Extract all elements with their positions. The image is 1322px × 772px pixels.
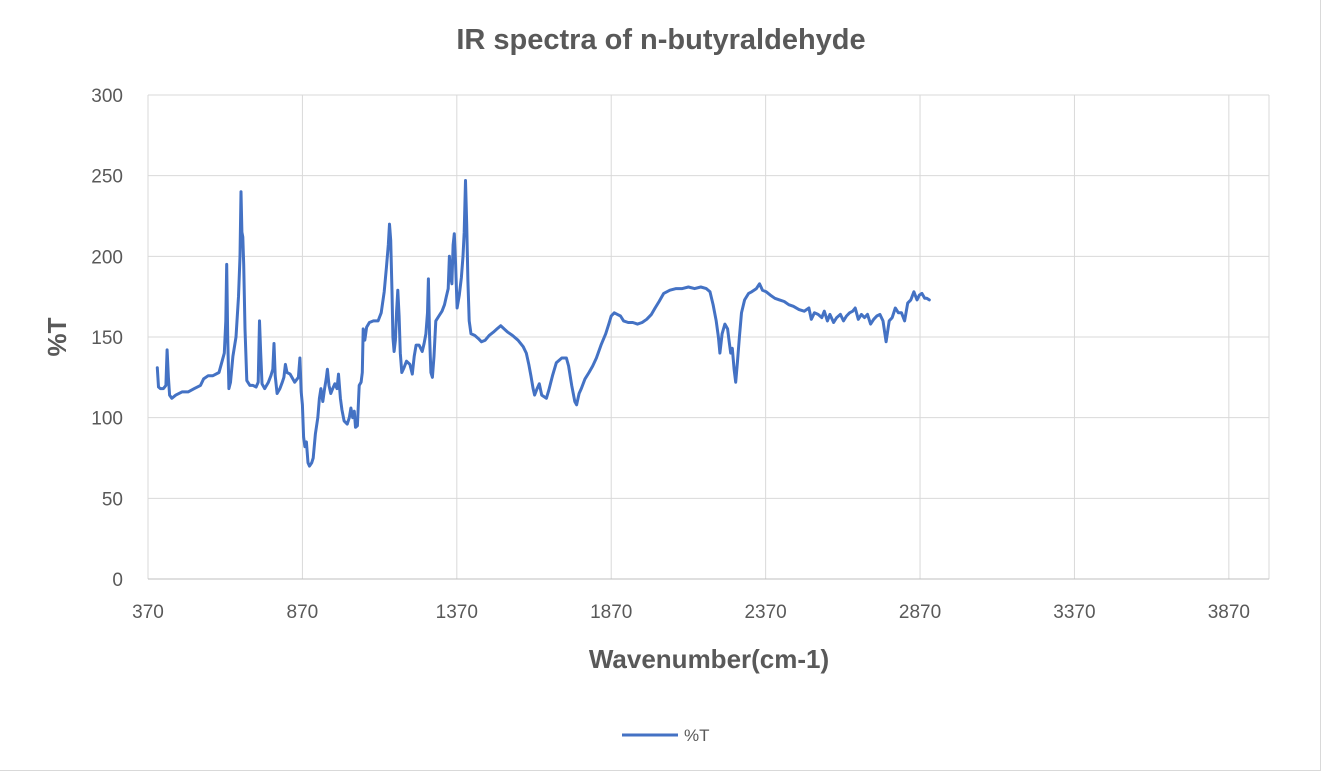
y-tick-label: 100 <box>91 409 123 430</box>
series-line-%T <box>155 179 931 468</box>
chart-title: IR spectra of n-butyraldehyde <box>456 24 865 56</box>
x-tick-label: 3870 <box>1208 602 1250 623</box>
x-tick-label: 370 <box>132 602 164 623</box>
x-tick-label: 1870 <box>590 602 632 623</box>
y-tick-label: 250 <box>91 167 123 188</box>
y-axis-ticks: 0 50 100 150 200 250 300 <box>91 86 123 591</box>
y-tick-label: 150 <box>91 328 123 349</box>
y-tick-label: 300 <box>91 86 123 107</box>
x-tick-label: 1370 <box>436 602 478 623</box>
x-tick-label: 3370 <box>1053 602 1095 623</box>
legend-label: %T <box>684 726 710 745</box>
y-tick-label: 50 <box>102 489 123 510</box>
y-tick-label: 200 <box>91 247 123 268</box>
x-tick-label: 2870 <box>899 602 941 623</box>
x-tick-label: 870 <box>287 602 319 623</box>
gridlines <box>147 94 1270 579</box>
y-axis-title: %T <box>42 317 72 356</box>
x-tick-label: 2370 <box>744 602 786 623</box>
y-tick-label: 0 <box>112 570 123 591</box>
x-axis-title: Wavenumber(cm-1) <box>589 644 829 674</box>
x-axis-ticks: 370 870 1370 1870 2370 2870 3370 3870 <box>132 602 1250 623</box>
legend: %T <box>622 726 710 745</box>
